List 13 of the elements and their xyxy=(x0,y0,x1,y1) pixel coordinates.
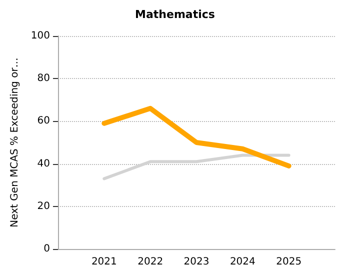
x-tick-label: 2021 xyxy=(91,256,117,268)
y-tick-label: 100 xyxy=(30,30,50,42)
x-tick-label: 2022 xyxy=(138,256,164,268)
y-tick-label: 60 xyxy=(37,116,50,127)
chart-title: Mathematics xyxy=(135,8,216,21)
x-tick-label: 2023 xyxy=(184,256,210,268)
y-tick-label: 40 xyxy=(37,158,50,170)
x-tick-label: 2025 xyxy=(276,256,302,268)
y-tick-label: 20 xyxy=(37,200,50,212)
x-tick-label: 2024 xyxy=(230,256,256,268)
y-axis-title: Next Gen MCAS % Exceeding or… xyxy=(10,58,20,228)
y-tick-label: 80 xyxy=(37,73,50,84)
y-tick-label: 0 xyxy=(44,244,50,254)
